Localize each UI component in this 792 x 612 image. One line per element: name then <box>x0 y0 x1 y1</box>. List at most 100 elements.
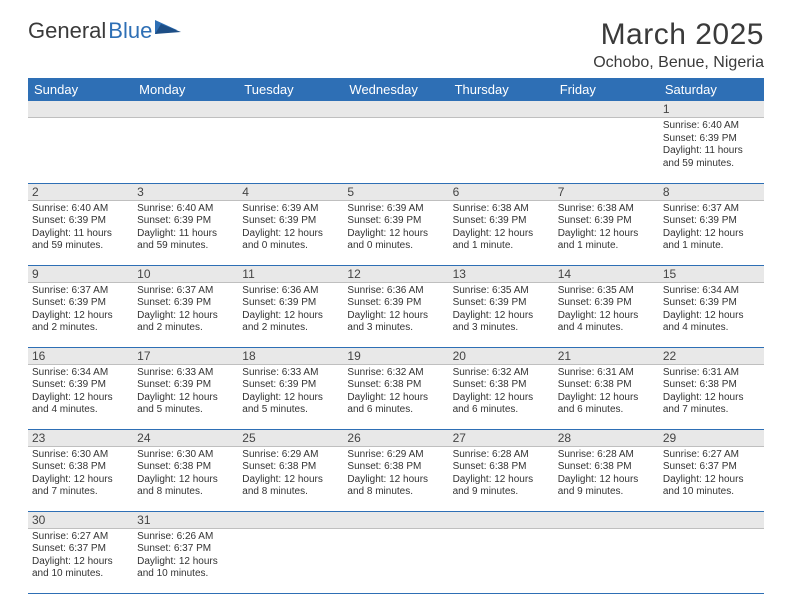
sunrise-text: Sunrise: 6:34 AM <box>663 285 760 298</box>
sunset-text: Sunset: 6:38 PM <box>32 461 129 474</box>
day-number: 13 <box>449 266 554 283</box>
calendar-page: GeneralBlue March 2025 Ochobo, Benue, Ni… <box>0 0 792 604</box>
day-details: Sunrise: 6:33 AMSunset: 6:39 PMDaylight:… <box>238 365 343 421</box>
header: GeneralBlue March 2025 Ochobo, Benue, Ni… <box>28 18 764 72</box>
sunrise-text: Sunrise: 6:39 AM <box>347 203 444 216</box>
sunrise-text: Sunrise: 6:27 AM <box>32 531 129 544</box>
day-number <box>133 101 238 118</box>
day-number: 27 <box>449 430 554 447</box>
location-subtitle: Ochobo, Benue, Nigeria <box>593 54 764 72</box>
calendar-day-cell: 29Sunrise: 6:27 AMSunset: 6:37 PMDayligh… <box>659 429 764 511</box>
calendar-day-cell: 15Sunrise: 6:34 AMSunset: 6:39 PMDayligh… <box>659 265 764 347</box>
daylight-text: Daylight: 12 hours and 10 minutes. <box>663 474 760 499</box>
calendar-day-cell: 20Sunrise: 6:32 AMSunset: 6:38 PMDayligh… <box>449 347 554 429</box>
weekday-header: Saturday <box>659 78 764 101</box>
day-number: 7 <box>554 184 659 201</box>
sunset-text: Sunset: 6:39 PM <box>32 297 129 310</box>
day-details: Sunrise: 6:35 AMSunset: 6:39 PMDaylight:… <box>449 283 554 339</box>
daylight-text: Daylight: 12 hours and 1 minute. <box>558 228 655 253</box>
day-details: Sunrise: 6:40 AMSunset: 6:39 PMDaylight:… <box>659 118 764 174</box>
day-number: 3 <box>133 184 238 201</box>
daylight-text: Daylight: 12 hours and 9 minutes. <box>558 474 655 499</box>
calendar-day-cell: 12Sunrise: 6:36 AMSunset: 6:39 PMDayligh… <box>343 265 448 347</box>
daylight-text: Daylight: 12 hours and 9 minutes. <box>453 474 550 499</box>
day-number: 16 <box>28 348 133 365</box>
calendar-day-cell: 14Sunrise: 6:35 AMSunset: 6:39 PMDayligh… <box>554 265 659 347</box>
sunrise-text: Sunrise: 6:36 AM <box>242 285 339 298</box>
day-number: 1 <box>659 101 764 118</box>
sunrise-text: Sunrise: 6:32 AM <box>347 367 444 380</box>
day-details: Sunrise: 6:30 AMSunset: 6:38 PMDaylight:… <box>133 447 238 503</box>
daylight-text: Daylight: 12 hours and 6 minutes. <box>558 392 655 417</box>
sunset-text: Sunset: 6:39 PM <box>242 379 339 392</box>
calendar-day-cell: 7Sunrise: 6:38 AMSunset: 6:39 PMDaylight… <box>554 183 659 265</box>
calendar-week-row: 16Sunrise: 6:34 AMSunset: 6:39 PMDayligh… <box>28 347 764 429</box>
calendar-week-row: 9Sunrise: 6:37 AMSunset: 6:39 PMDaylight… <box>28 265 764 347</box>
sunrise-text: Sunrise: 6:27 AM <box>663 449 760 462</box>
daylight-text: Daylight: 11 hours and 59 minutes. <box>137 228 234 253</box>
sunrise-text: Sunrise: 6:40 AM <box>32 203 129 216</box>
day-details: Sunrise: 6:39 AMSunset: 6:39 PMDaylight:… <box>238 201 343 257</box>
weekday-header: Tuesday <box>238 78 343 101</box>
calendar-week-row: 1Sunrise: 6:40 AMSunset: 6:39 PMDaylight… <box>28 101 764 183</box>
day-number: 19 <box>343 348 448 365</box>
daylight-text: Daylight: 11 hours and 59 minutes. <box>32 228 129 253</box>
day-number: 31 <box>133 512 238 529</box>
day-details: Sunrise: 6:37 AMSunset: 6:39 PMDaylight:… <box>28 283 133 339</box>
day-number: 30 <box>28 512 133 529</box>
calendar-week-row: 2Sunrise: 6:40 AMSunset: 6:39 PMDaylight… <box>28 183 764 265</box>
sunset-text: Sunset: 6:37 PM <box>663 461 760 474</box>
calendar-day-cell <box>343 511 448 593</box>
day-details: Sunrise: 6:29 AMSunset: 6:38 PMDaylight:… <box>343 447 448 503</box>
sunrise-text: Sunrise: 6:32 AM <box>453 367 550 380</box>
daylight-text: Daylight: 12 hours and 10 minutes. <box>137 556 234 581</box>
sunset-text: Sunset: 6:39 PM <box>137 297 234 310</box>
calendar-day-cell: 26Sunrise: 6:29 AMSunset: 6:38 PMDayligh… <box>343 429 448 511</box>
daylight-text: Daylight: 12 hours and 6 minutes. <box>453 392 550 417</box>
day-number <box>554 101 659 118</box>
calendar-day-cell: 11Sunrise: 6:36 AMSunset: 6:39 PMDayligh… <box>238 265 343 347</box>
day-details: Sunrise: 6:37 AMSunset: 6:39 PMDaylight:… <box>659 201 764 257</box>
daylight-text: Daylight: 12 hours and 4 minutes. <box>32 392 129 417</box>
calendar-day-cell: 22Sunrise: 6:31 AMSunset: 6:38 PMDayligh… <box>659 347 764 429</box>
day-number <box>28 101 133 118</box>
day-number: 24 <box>133 430 238 447</box>
day-details: Sunrise: 6:27 AMSunset: 6:37 PMDaylight:… <box>659 447 764 503</box>
calendar-day-cell: 9Sunrise: 6:37 AMSunset: 6:39 PMDaylight… <box>28 265 133 347</box>
calendar-day-cell: 1Sunrise: 6:40 AMSunset: 6:39 PMDaylight… <box>659 101 764 183</box>
day-number: 21 <box>554 348 659 365</box>
day-details: Sunrise: 6:33 AMSunset: 6:39 PMDaylight:… <box>133 365 238 421</box>
daylight-text: Daylight: 12 hours and 8 minutes. <box>137 474 234 499</box>
calendar-day-cell: 28Sunrise: 6:28 AMSunset: 6:38 PMDayligh… <box>554 429 659 511</box>
calendar-body: 1Sunrise: 6:40 AMSunset: 6:39 PMDaylight… <box>28 101 764 593</box>
calendar-day-cell <box>659 511 764 593</box>
sunrise-text: Sunrise: 6:35 AM <box>453 285 550 298</box>
sunrise-text: Sunrise: 6:38 AM <box>453 203 550 216</box>
sunset-text: Sunset: 6:39 PM <box>453 215 550 228</box>
daylight-text: Daylight: 12 hours and 5 minutes. <box>137 392 234 417</box>
sunrise-text: Sunrise: 6:33 AM <box>242 367 339 380</box>
sunrise-text: Sunrise: 6:29 AM <box>242 449 339 462</box>
sunrise-text: Sunrise: 6:28 AM <box>453 449 550 462</box>
calendar-day-cell: 30Sunrise: 6:27 AMSunset: 6:37 PMDayligh… <box>28 511 133 593</box>
day-number <box>238 512 343 529</box>
weekday-header: Thursday <box>449 78 554 101</box>
day-details: Sunrise: 6:38 AMSunset: 6:39 PMDaylight:… <box>449 201 554 257</box>
calendar-day-cell: 25Sunrise: 6:29 AMSunset: 6:38 PMDayligh… <box>238 429 343 511</box>
calendar-day-cell: 23Sunrise: 6:30 AMSunset: 6:38 PMDayligh… <box>28 429 133 511</box>
daylight-text: Daylight: 12 hours and 7 minutes. <box>32 474 129 499</box>
brand-name-2: Blue <box>108 18 152 44</box>
sunset-text: Sunset: 6:38 PM <box>242 461 339 474</box>
day-details: Sunrise: 6:39 AMSunset: 6:39 PMDaylight:… <box>343 201 448 257</box>
sunrise-text: Sunrise: 6:31 AM <box>663 367 760 380</box>
sunset-text: Sunset: 6:38 PM <box>558 379 655 392</box>
weekday-header: Sunday <box>28 78 133 101</box>
sunrise-text: Sunrise: 6:35 AM <box>558 285 655 298</box>
calendar-day-cell <box>554 511 659 593</box>
sunrise-text: Sunrise: 6:37 AM <box>663 203 760 216</box>
sunset-text: Sunset: 6:39 PM <box>347 297 444 310</box>
calendar-day-cell: 4Sunrise: 6:39 AMSunset: 6:39 PMDaylight… <box>238 183 343 265</box>
calendar-day-cell <box>554 101 659 183</box>
sunset-text: Sunset: 6:37 PM <box>137 543 234 556</box>
calendar-day-cell <box>238 511 343 593</box>
